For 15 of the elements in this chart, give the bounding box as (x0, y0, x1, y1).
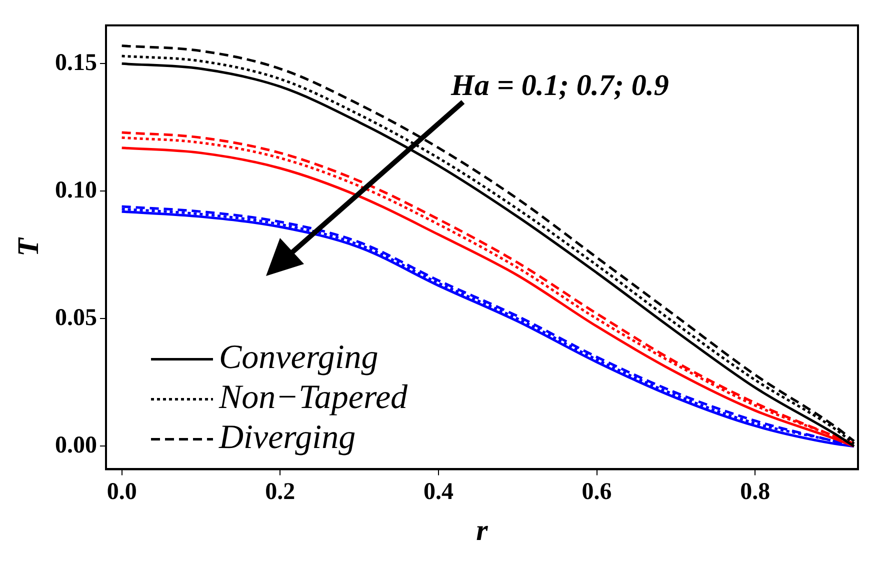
x-tick-label: 0.0 (106, 478, 137, 505)
annotation: Ha = 0.1; 0.7; 0.9 (450, 69, 669, 102)
y-tick-label: 0.05 (55, 304, 97, 331)
x-axis-title: r (476, 514, 488, 547)
y-tick-label: 0.10 (55, 177, 97, 204)
x-tick-label: 0.8 (740, 478, 770, 505)
legend-label: Diverging (218, 419, 356, 456)
x-tick-label: 0.6 (582, 478, 612, 505)
legend-label: Converging (219, 339, 378, 376)
y-tick-label: 0.00 (55, 432, 97, 458)
legend-label: Non−Tapered (218, 379, 409, 416)
x-tick-label: 0.2 (265, 478, 296, 505)
y-axis-title: T (12, 236, 45, 256)
y-tick-label: 0.15 (55, 50, 97, 76)
x-tick-label: 0.4 (423, 478, 454, 505)
